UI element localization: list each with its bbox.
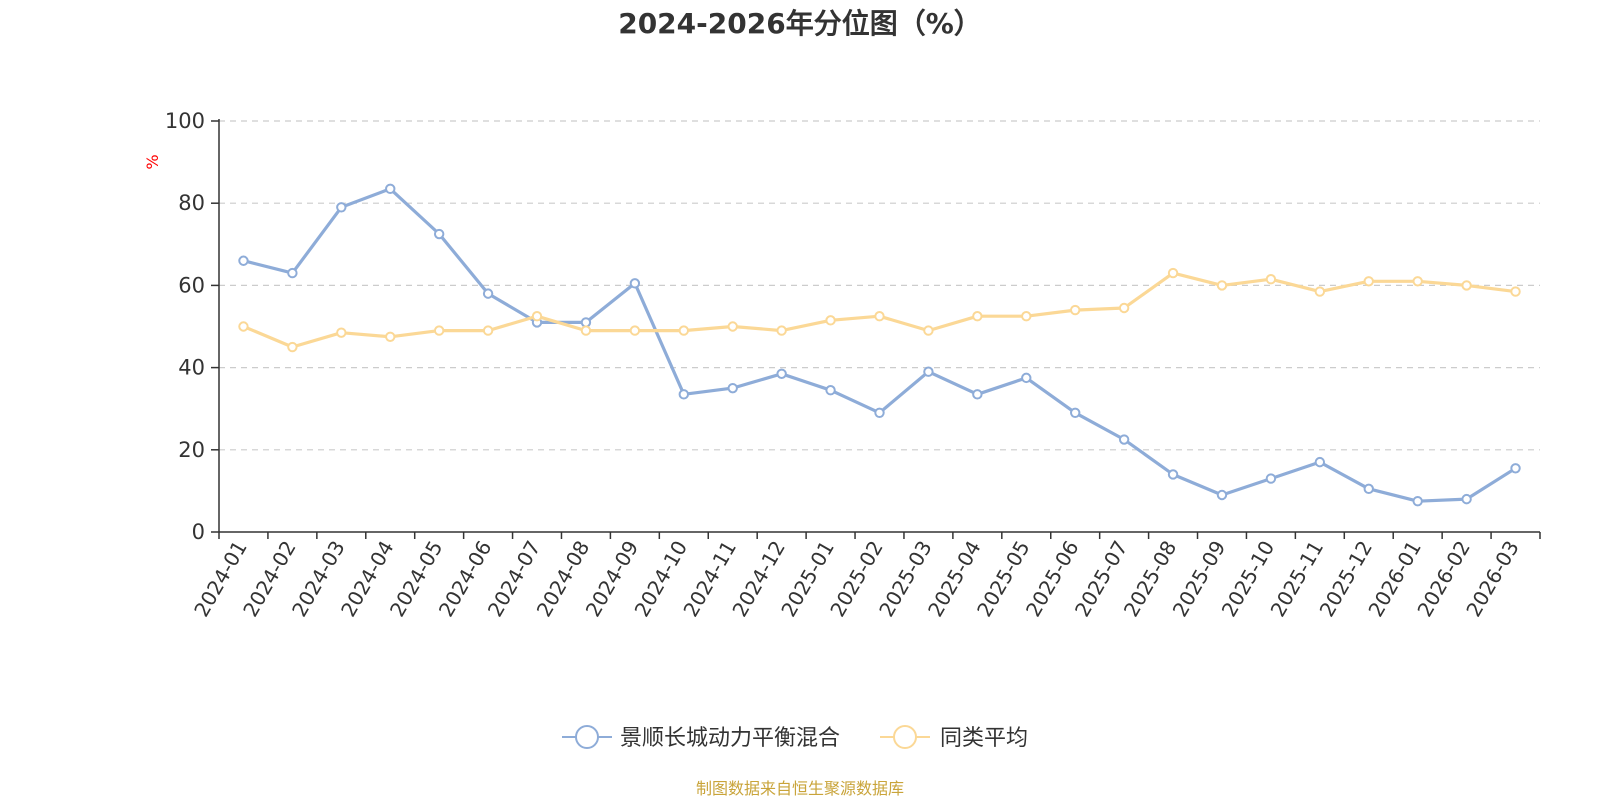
data-point[interactable] [629, 278, 641, 289]
data-point[interactable] [1412, 276, 1423, 287]
data-point[interactable] [727, 321, 738, 332]
data-point[interactable] [385, 183, 396, 195]
grid-lines [219, 120, 1540, 451]
series-line-2 [242, 271, 1516, 349]
data-point[interactable] [1510, 463, 1521, 474]
data-point[interactable] [1118, 302, 1130, 314]
legend[interactable]: 景顺长城动力平衡混合 同类平均 [562, 725, 1028, 751]
data-point[interactable] [336, 327, 347, 338]
data-source-note: 制图数据来自恒生聚源数据库 [696, 779, 904, 798]
data-point[interactable] [825, 315, 836, 326]
legend-label: 景顺长城动力平衡混合 [620, 726, 840, 751]
data-point[interactable] [923, 325, 934, 336]
series-lines [238, 183, 1521, 507]
data-point[interactable] [238, 321, 249, 332]
data-point[interactable] [580, 325, 592, 336]
data-point[interactable] [1021, 372, 1032, 384]
data-point[interactable] [1510, 286, 1521, 297]
legend-item-1[interactable]: 景顺长城动力平衡混合 [562, 725, 840, 751]
data-point[interactable] [482, 288, 494, 299]
data-point[interactable] [1461, 493, 1472, 505]
data-point[interactable] [1167, 469, 1179, 480]
data-point[interactable] [531, 311, 543, 322]
data-point[interactable] [678, 325, 689, 336]
data-point[interactable] [1265, 473, 1277, 484]
y-tick-label-100: 100 [165, 109, 205, 133]
y-axis-unit-label: % [143, 154, 162, 169]
data-point[interactable] [1216, 280, 1228, 291]
data-point[interactable] [238, 255, 249, 266]
legend-marker-icon [575, 725, 599, 749]
data-point[interactable] [385, 331, 396, 342]
data-point[interactable] [287, 267, 298, 279]
data-point[interactable] [874, 407, 885, 419]
y-tick-label-80: 80 [178, 191, 205, 215]
data-point[interactable] [580, 317, 592, 328]
data-point[interactable] [1118, 434, 1130, 445]
data-point[interactable] [336, 202, 347, 213]
legend-label: 同类平均 [940, 726, 1028, 751]
data-point[interactable] [287, 341, 298, 353]
data-point[interactable] [923, 366, 934, 377]
data-point[interactable] [433, 228, 445, 240]
data-point[interactable] [1070, 407, 1081, 419]
data-point[interactable] [972, 389, 983, 400]
data-point[interactable] [629, 325, 641, 336]
data-point[interactable] [1363, 483, 1374, 495]
data-point[interactable] [482, 325, 494, 336]
data-point[interactable] [433, 325, 445, 336]
data-point[interactable] [1363, 276, 1374, 287]
data-point[interactable] [1021, 311, 1032, 322]
data-point[interactable] [776, 325, 787, 336]
chart-title: 2024-2026年分位图（%） [618, 7, 982, 40]
series-2 [238, 267, 1521, 353]
data-point[interactable] [1412, 495, 1423, 507]
data-point[interactable] [1216, 489, 1228, 501]
legend-item-2[interactable]: 同类平均 [880, 725, 1028, 751]
data-point[interactable] [1314, 456, 1326, 468]
data-point[interactable] [1167, 267, 1179, 279]
data-point[interactable] [1314, 286, 1326, 297]
y-tick-label-20: 20 [178, 438, 205, 462]
data-point[interactable] [776, 368, 787, 379]
data-point[interactable] [874, 311, 885, 322]
y-tick-label-40: 40 [178, 356, 205, 380]
data-point[interactable] [1461, 280, 1472, 291]
data-point[interactable] [825, 385, 836, 396]
y-tick-label-0: 0 [192, 520, 205, 544]
legend-marker-icon [893, 725, 917, 749]
data-point[interactable] [727, 382, 738, 394]
data-point[interactable] [678, 389, 689, 400]
data-point[interactable] [1265, 274, 1277, 285]
series-1 [238, 183, 1521, 507]
axes: 0204060801002024-012024-022024-032024-04… [165, 109, 1541, 621]
y-tick-label-60: 60 [178, 273, 205, 297]
data-point[interactable] [1070, 304, 1081, 316]
data-point[interactable] [972, 311, 983, 322]
